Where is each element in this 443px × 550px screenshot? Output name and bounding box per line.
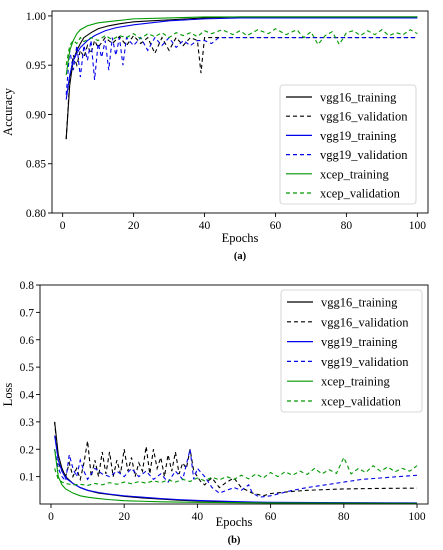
loss-yaxis-label: Loss [1, 383, 15, 407]
loss-legend-label: vgg16_validation [321, 315, 409, 329]
loss-legend-box [280, 289, 423, 413]
acc-ytick-label: 0.90 [26, 109, 46, 121]
loss-legend-label: xcep_training [321, 375, 390, 389]
acc-series-vgg19-validation [65, 36, 418, 95]
acc-legend-box [279, 84, 417, 205]
acc-legend-label: xcep_training [320, 167, 389, 181]
loss-xtick-label: 40 [192, 511, 204, 523]
loss-ytick-label: 0.2 [20, 444, 35, 456]
acc-xtick-label: 100 [409, 220, 427, 232]
acc-xtick-label: 80 [341, 220, 353, 232]
loss-chart: 0 20 40 60 80 100 0.1 0.2 0.3 0.4 0.5 0.6 0.7 0.8 Epoc… [1, 280, 429, 546]
acc-plot-frame [51, 10, 429, 214]
acc-ytick-label: 0.80 [26, 208, 46, 220]
acc-ytick-label: 1.00 [26, 11, 46, 23]
loss-series-vgg19-validation [54, 449, 418, 498]
loss-series-vgg19-training [54, 435, 418, 504]
loss-series-vgg16-validation [54, 421, 418, 497]
acc-series-xcep-training [65, 16, 418, 76]
loss-xtick-label: 80 [338, 511, 350, 523]
loss-legend-label: vgg19_validation [321, 355, 409, 369]
loss-series-group [54, 421, 418, 504]
loss-legend-label: vgg16_training [321, 296, 398, 310]
acc-xtick-label: 40 [199, 220, 211, 232]
loss-ytick-label: 0.5 [20, 362, 35, 374]
acc-series-vgg19-training [65, 17, 418, 100]
loss-ytick-label: 0.8 [20, 280, 35, 292]
accuracy-chart: 0 20 40 60 80 100 0.80 0.85 0.90 0.95 1.00 Epochs Ac… [1, 10, 429, 262]
loss-series-xcep-training [54, 449, 418, 504]
acc-legend-label: vgg16_training [320, 91, 397, 105]
loss-caption: (b) [228, 535, 241, 546]
acc-legend-label: vgg19_validation [320, 148, 408, 162]
acc-legend-label: vgg16_validation [320, 110, 408, 124]
loss-xtick-label: 60 [265, 511, 277, 523]
loss-ytick-label: 0.6 [20, 335, 35, 347]
loss-legend-label: xcep_validation [321, 395, 402, 409]
acc-xtick-label: 20 [128, 220, 140, 232]
acc-yaxis-label: Accuracy [1, 87, 15, 136]
acc-xtick-label: 60 [270, 220, 282, 232]
acc-series-xcep-validation [65, 28, 418, 66]
acc-legend-label: vgg19_training [320, 129, 397, 143]
acc-ytick-label: 0.95 [26, 60, 46, 72]
acc-series-vgg16-validation [65, 34, 418, 140]
loss-series-xcep-validation [54, 456, 418, 486]
loss-xtick-label: 100 [408, 511, 426, 523]
loss-ytick-label: 0.1 [20, 472, 35, 484]
loss-ytick-label: 0.4 [20, 390, 35, 402]
loss-legend-label: vgg19_training [321, 335, 398, 349]
loss-xtick-label: 0 [48, 511, 54, 523]
loss-legend: vgg16_training vgg16_validation vgg19_trai… [280, 289, 423, 413]
acc-xtick-label: 0 [60, 220, 66, 232]
acc-legend: vgg16_training vgg16_validation vgg19_trai… [279, 84, 417, 205]
acc-ytick-label: 0.85 [26, 159, 46, 171]
loss-ytick-label: 0.3 [20, 417, 35, 429]
acc-series-group [65, 16, 418, 140]
acc-xaxis-label: Epochs [222, 231, 259, 245]
loss-xaxis-label: Epochs [216, 515, 253, 529]
loss-xtick-label: 20 [118, 511, 130, 523]
acc-caption: (a) [234, 251, 247, 262]
acc-legend-label: xcep_validation [320, 187, 401, 201]
loss-ytick-label: 0.7 [20, 307, 35, 319]
loss-series-vgg16-training [54, 421, 418, 504]
